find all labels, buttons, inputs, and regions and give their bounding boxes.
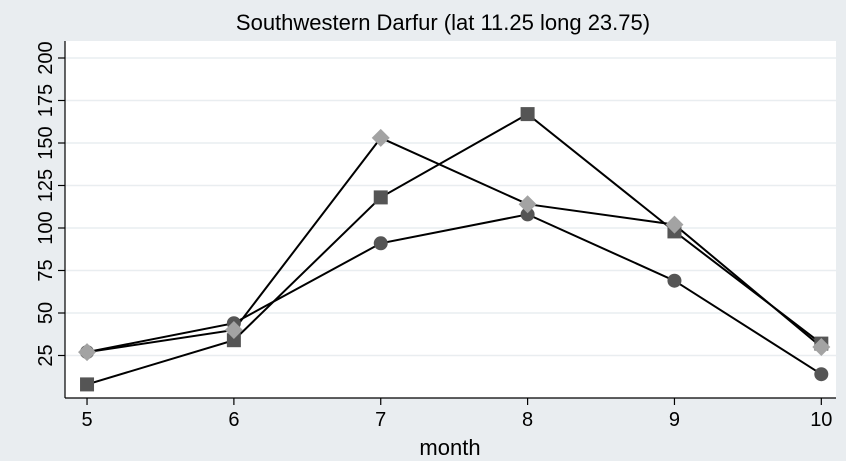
chart-title: Southwestern Darfur (lat 11.25 long 23.7… (236, 10, 650, 35)
plot-area (65, 41, 836, 398)
data-point-diamond (371, 128, 390, 147)
y-tick-label: 50 (35, 302, 57, 324)
series-markers (78, 107, 831, 392)
data-point-diamond (78, 343, 97, 362)
y-tick-label: 25 (35, 344, 57, 366)
data-point-circle (667, 273, 682, 288)
x-tick-label: 9 (669, 409, 680, 431)
x-axis-title: month (419, 435, 480, 460)
x-tick-label: 6 (228, 409, 239, 431)
x-tick-label: 8 (522, 409, 533, 431)
data-point-diamond (224, 321, 243, 339)
gridlines (65, 57, 836, 357)
data-point-square (373, 190, 388, 205)
axes (58, 41, 836, 405)
x-tick-label: 10 (810, 409, 832, 431)
data-point-diamond (518, 195, 537, 214)
y-tick-label: 75 (35, 259, 57, 281)
series-line-2 (86, 112, 822, 386)
y-tick-label: 150 (35, 126, 57, 159)
data-point-square (80, 377, 95, 392)
y-tick-label: 100 (35, 211, 57, 244)
x-tick-label: 5 (81, 409, 92, 431)
data-point-circle (814, 367, 829, 382)
series-line-1 (86, 213, 822, 376)
y-tick-label: 200 (35, 41, 57, 74)
data-point-square (226, 333, 241, 348)
data-point-circle (373, 236, 388, 251)
x-tick-label: 7 (375, 409, 386, 431)
data-point-circle (520, 207, 535, 222)
y-tick-label: 175 (35, 84, 57, 117)
tick-labels: 25 50 75 100 125 150 175 200 5 6 7 8 9 10 (35, 41, 832, 431)
y-tick-label: 125 (35, 169, 57, 202)
data-point-square (520, 107, 535, 122)
series-lines (86, 112, 822, 386)
data-point-diamond (665, 215, 684, 234)
data-point-diamond (812, 338, 831, 356)
series-line-3 (86, 136, 822, 354)
